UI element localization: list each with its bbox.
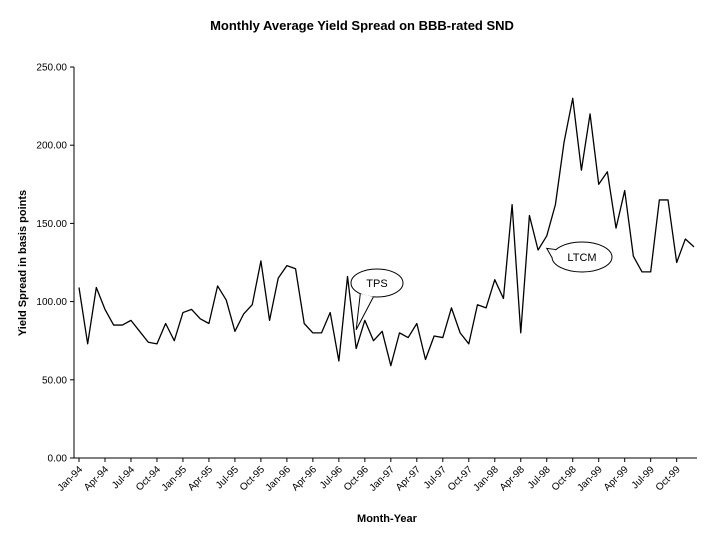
y-tick-label: 200.00 xyxy=(36,141,67,152)
x-tick-label: Apr-95 xyxy=(186,464,215,493)
x-tick-label: Jan-97 xyxy=(368,464,398,494)
x-tick-label: Apr-96 xyxy=(290,464,319,493)
series-line-yield-spread xyxy=(78,97,695,367)
x-axis-ticks: Jan-94Apr-94Jul-94Oct-94Jan-95Apr-95Jul-… xyxy=(56,458,683,494)
callout-pointer xyxy=(355,293,374,330)
annotations: TPS LTCM xyxy=(350,241,613,330)
x-tick-label: Jul-95 xyxy=(214,464,241,491)
x-tick-label: Jul-99 xyxy=(630,464,657,491)
callout-label: LTCM xyxy=(567,252,596,264)
y-tick-label: 150.00 xyxy=(36,219,67,230)
x-tick-label: Apr-94 xyxy=(82,464,111,493)
y-tick-label: 0.00 xyxy=(48,454,68,465)
callout-label: TPS xyxy=(366,278,387,290)
y-tick-label: 100.00 xyxy=(36,297,67,308)
callout-bubble xyxy=(350,268,404,298)
x-tick-label: Apr-97 xyxy=(394,464,423,493)
x-tick-label: Oct-95 xyxy=(238,464,267,493)
x-axis-title: Month-Year xyxy=(357,513,418,525)
chart-title: Monthly Average Yield Spread on BBB-rate… xyxy=(210,18,514,33)
callout-pointer xyxy=(545,247,557,258)
x-tick-label: Jan-98 xyxy=(471,464,501,494)
x-tick-label: Jan-99 xyxy=(575,464,605,494)
x-tick-label: Oct-94 xyxy=(134,464,163,493)
callout-tps: TPS xyxy=(350,268,404,330)
y-tick-label: 250.00 xyxy=(36,63,67,74)
x-tick-label: Jul-96 xyxy=(318,464,345,491)
y-axis-title: Yield Spread in basis points xyxy=(17,190,29,336)
x-tick-label: Oct-96 xyxy=(342,464,371,493)
x-tick-label: Jan-94 xyxy=(56,464,86,494)
x-tick-label: Oct-99 xyxy=(654,464,683,493)
x-tick-label: Apr-98 xyxy=(498,464,527,493)
callout-ltcm: LTCM xyxy=(545,241,613,273)
x-tick-label: Oct-97 xyxy=(446,464,475,493)
x-tick-label: Oct-98 xyxy=(550,464,579,493)
x-tick-label: Jul-94 xyxy=(110,464,137,491)
x-tick-label: Jan-95 xyxy=(160,464,190,494)
y-axis-ticks: 0.00 50.00 100.00 150.00 200.00 250.00 xyxy=(36,63,74,465)
x-tick-label: Apr-99 xyxy=(602,464,631,493)
x-tick-label: Jul-97 xyxy=(422,464,449,491)
y-tick-label: 50.00 xyxy=(42,375,67,386)
x-tick-label: Jan-96 xyxy=(264,464,294,494)
x-tick-label: Jul-98 xyxy=(526,464,553,491)
